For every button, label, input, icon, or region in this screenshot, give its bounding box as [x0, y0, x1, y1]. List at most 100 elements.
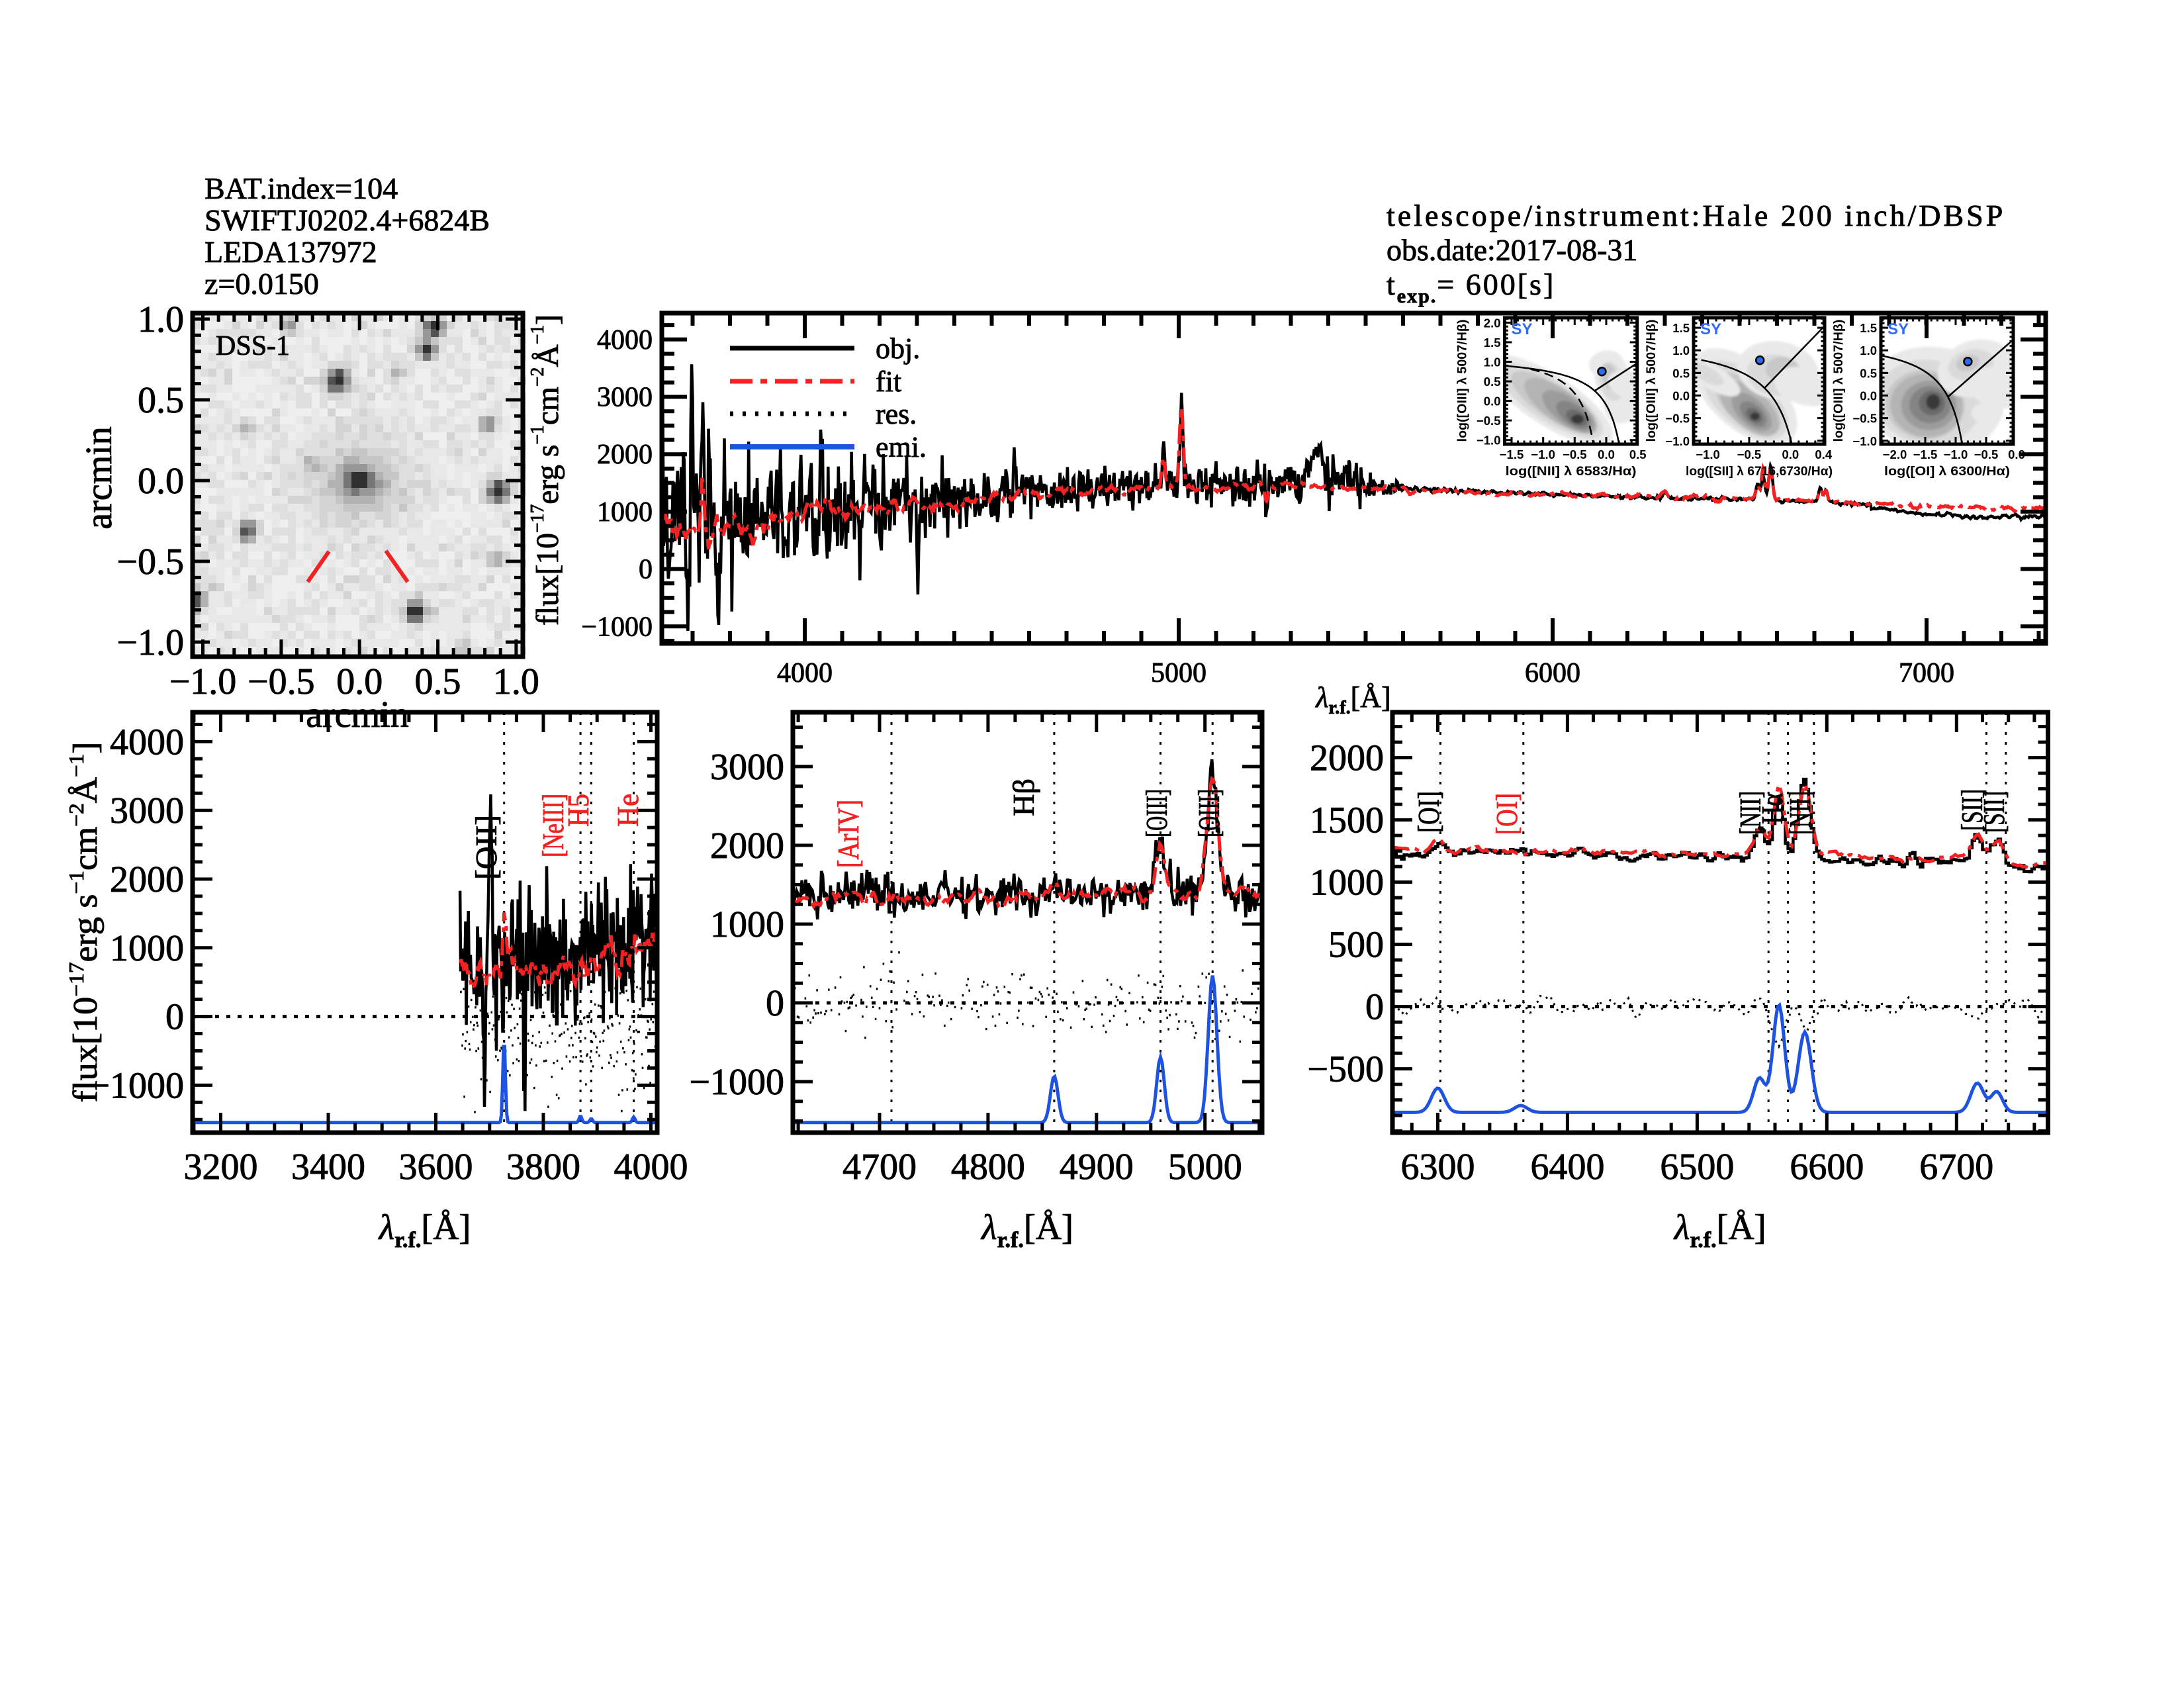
- svg-text:0: 0: [639, 555, 653, 585]
- svg-text:log([NII] λ 6583/Hα): log([NII] λ 6583/Hα): [1506, 465, 1637, 479]
- svg-text:λr.f.[Å]: λr.f.[Å]: [378, 1207, 471, 1252]
- svg-text:0.0: 0.0: [336, 661, 383, 702]
- svg-text:fit: fit: [876, 365, 901, 398]
- svg-text:[OI]: [OI]: [1412, 791, 1445, 833]
- svg-text:4000: 4000: [597, 325, 653, 355]
- svg-text:−500: −500: [1307, 1049, 1384, 1090]
- svg-text:4700: 4700: [842, 1147, 917, 1188]
- svg-text:arcmin: arcmin: [79, 426, 120, 529]
- svg-text:4900: 4900: [1060, 1147, 1134, 1188]
- svg-text:−1.5: −1.5: [1500, 447, 1524, 461]
- svg-text:obj.: obj.: [876, 332, 920, 365]
- svg-text:5000: 5000: [1151, 658, 1206, 688]
- svg-text:3000: 3000: [597, 383, 653, 413]
- svg-text:res.: res.: [876, 398, 917, 430]
- svg-text:0: 0: [165, 997, 184, 1038]
- svg-text:6700: 6700: [1919, 1147, 1993, 1188]
- svg-text:−1.0: −1.0: [1944, 447, 1968, 461]
- svg-text:1.5: 1.5: [1672, 321, 1690, 335]
- svg-text:−1.0: −1.0: [1852, 434, 1877, 448]
- svg-text:2000: 2000: [1310, 738, 1384, 779]
- svg-text:1.0: 1.0: [1860, 344, 1877, 357]
- svg-text:0: 0: [766, 983, 784, 1024]
- svg-text:λr.f.[Å]: λr.f.[Å]: [980, 1207, 1073, 1252]
- svg-text:6300: 6300: [1401, 1147, 1475, 1188]
- svg-text:1.0: 1.0: [1484, 355, 1501, 369]
- svg-text:6000: 6000: [1525, 658, 1580, 688]
- svg-text:−0.5: −0.5: [1563, 447, 1587, 461]
- svg-text:1500: 1500: [1310, 800, 1384, 841]
- svg-text:SY: SY: [1512, 320, 1533, 338]
- svg-text:6600: 6600: [1790, 1147, 1864, 1188]
- svg-text:log([OI] λ 6300/Hα): log([OI] λ 6300/Hα): [1884, 465, 2010, 479]
- svg-text:0.5: 0.5: [138, 380, 184, 421]
- svg-text:0.5: 0.5: [1484, 375, 1501, 389]
- svg-text:−2.0: −2.0: [1883, 447, 1907, 461]
- svg-text:2000: 2000: [597, 440, 653, 470]
- svg-text:−0.5: −0.5: [116, 541, 184, 583]
- svg-text:3000: 3000: [710, 747, 784, 788]
- svg-text:Hβ: Hβ: [1007, 778, 1040, 816]
- svg-text:3400: 3400: [291, 1147, 365, 1188]
- svg-text:obs.date:2017-08-31: obs.date:2017-08-31: [1387, 233, 1637, 267]
- svg-text:2000: 2000: [710, 825, 784, 867]
- svg-text:λr.f.[Å]: λr.f.[Å]: [1673, 1207, 1766, 1252]
- svg-text:2000: 2000: [110, 859, 184, 900]
- svg-text:[SII]: [SII]: [1956, 789, 1989, 831]
- svg-text:1000: 1000: [110, 928, 184, 969]
- svg-text:0: 0: [1365, 987, 1384, 1028]
- svg-text:−1000: −1000: [689, 1062, 784, 1103]
- svg-text:1.0: 1.0: [1672, 344, 1690, 357]
- svg-text:3800: 3800: [506, 1147, 580, 1188]
- svg-text:[NII]: [NII]: [1784, 791, 1817, 835]
- svg-text:BAT.index=104: BAT.index=104: [205, 171, 398, 205]
- svg-text:flux[10−17erg s−1cm−2Å−1]: flux[10−17erg s−1cm−2Å−1]: [64, 742, 105, 1103]
- svg-text:1.5: 1.5: [1484, 336, 1501, 350]
- svg-text:λr.f.[Å]: λr.f.[Å]: [1314, 681, 1390, 718]
- svg-text:[ArIV]: [ArIV]: [832, 800, 865, 868]
- svg-text:−1.5: −1.5: [1913, 447, 1938, 461]
- svg-text:[OIII]: [OIII]: [1193, 789, 1226, 837]
- svg-text:0.5: 0.5: [1629, 447, 1647, 461]
- svg-text:[OII]: [OII]: [470, 815, 503, 880]
- svg-text:1.5: 1.5: [1860, 321, 1877, 335]
- svg-text:0.0: 0.0: [138, 461, 184, 502]
- svg-text:SWIFTJ0202.4+6824B: SWIFTJ0202.4+6824B: [205, 203, 490, 237]
- svg-text:3200: 3200: [184, 1147, 258, 1188]
- svg-text:4800: 4800: [951, 1147, 1025, 1188]
- svg-text:0.5: 0.5: [1860, 366, 1877, 380]
- svg-text:0.0: 0.0: [1782, 447, 1799, 461]
- svg-text:[NII]: [NII]: [1734, 791, 1767, 835]
- svg-text:−1.0: −1.0: [1665, 434, 1690, 448]
- svg-text:500: 500: [1328, 925, 1384, 966]
- svg-text:−0.5: −0.5: [1852, 412, 1877, 426]
- svg-text:1000: 1000: [1310, 863, 1384, 904]
- svg-text:5000: 5000: [1168, 1147, 1242, 1188]
- svg-text:z=0.0150: z=0.0150: [205, 267, 319, 301]
- svg-text:1000: 1000: [597, 497, 653, 528]
- svg-text:0.0: 0.0: [1672, 389, 1690, 403]
- svg-text:−0.5: −0.5: [248, 661, 315, 702]
- svg-text:−0.5: −0.5: [1477, 414, 1501, 428]
- svg-text:LEDA137972: LEDA137972: [205, 235, 377, 269]
- svg-text:[SII]: [SII]: [1978, 791, 2011, 833]
- svg-text:−1.0: −1.0: [169, 661, 237, 702]
- svg-text:[OIII]: [OIII]: [1140, 789, 1173, 837]
- svg-text:−1000: −1000: [89, 1065, 184, 1106]
- svg-text:flux[10−17erg s−1cm−2Å−1]: flux[10−17erg s−1cm−2Å−1]: [527, 314, 565, 626]
- svg-text:0.0: 0.0: [1484, 395, 1501, 408]
- svg-text:log([SII] λ 6716,6730/Hα): log([SII] λ 6716,6730/Hα): [1686, 465, 1833, 479]
- svg-text:−0.5: −0.5: [1737, 447, 1762, 461]
- svg-text:log([OIII] λ 5007/Hβ): log([OIII] λ 5007/Hβ): [1645, 320, 1659, 442]
- svg-text:0.4: 0.4: [1815, 447, 1832, 461]
- svg-text:4000: 4000: [614, 1147, 688, 1188]
- svg-text:0.0: 0.0: [1860, 389, 1877, 403]
- svg-text:4000: 4000: [110, 722, 184, 763]
- svg-text:0.0: 0.0: [2008, 447, 2025, 461]
- svg-text:3000: 3000: [110, 790, 184, 831]
- svg-text:4000: 4000: [777, 658, 833, 688]
- svg-text:0.0: 0.0: [1598, 447, 1615, 461]
- svg-text:6500: 6500: [1660, 1147, 1734, 1188]
- svg-text:6400: 6400: [1530, 1147, 1604, 1188]
- svg-text:log([OIII] λ 5007/Hβ): log([OIII] λ 5007/Hβ): [1456, 320, 1470, 442]
